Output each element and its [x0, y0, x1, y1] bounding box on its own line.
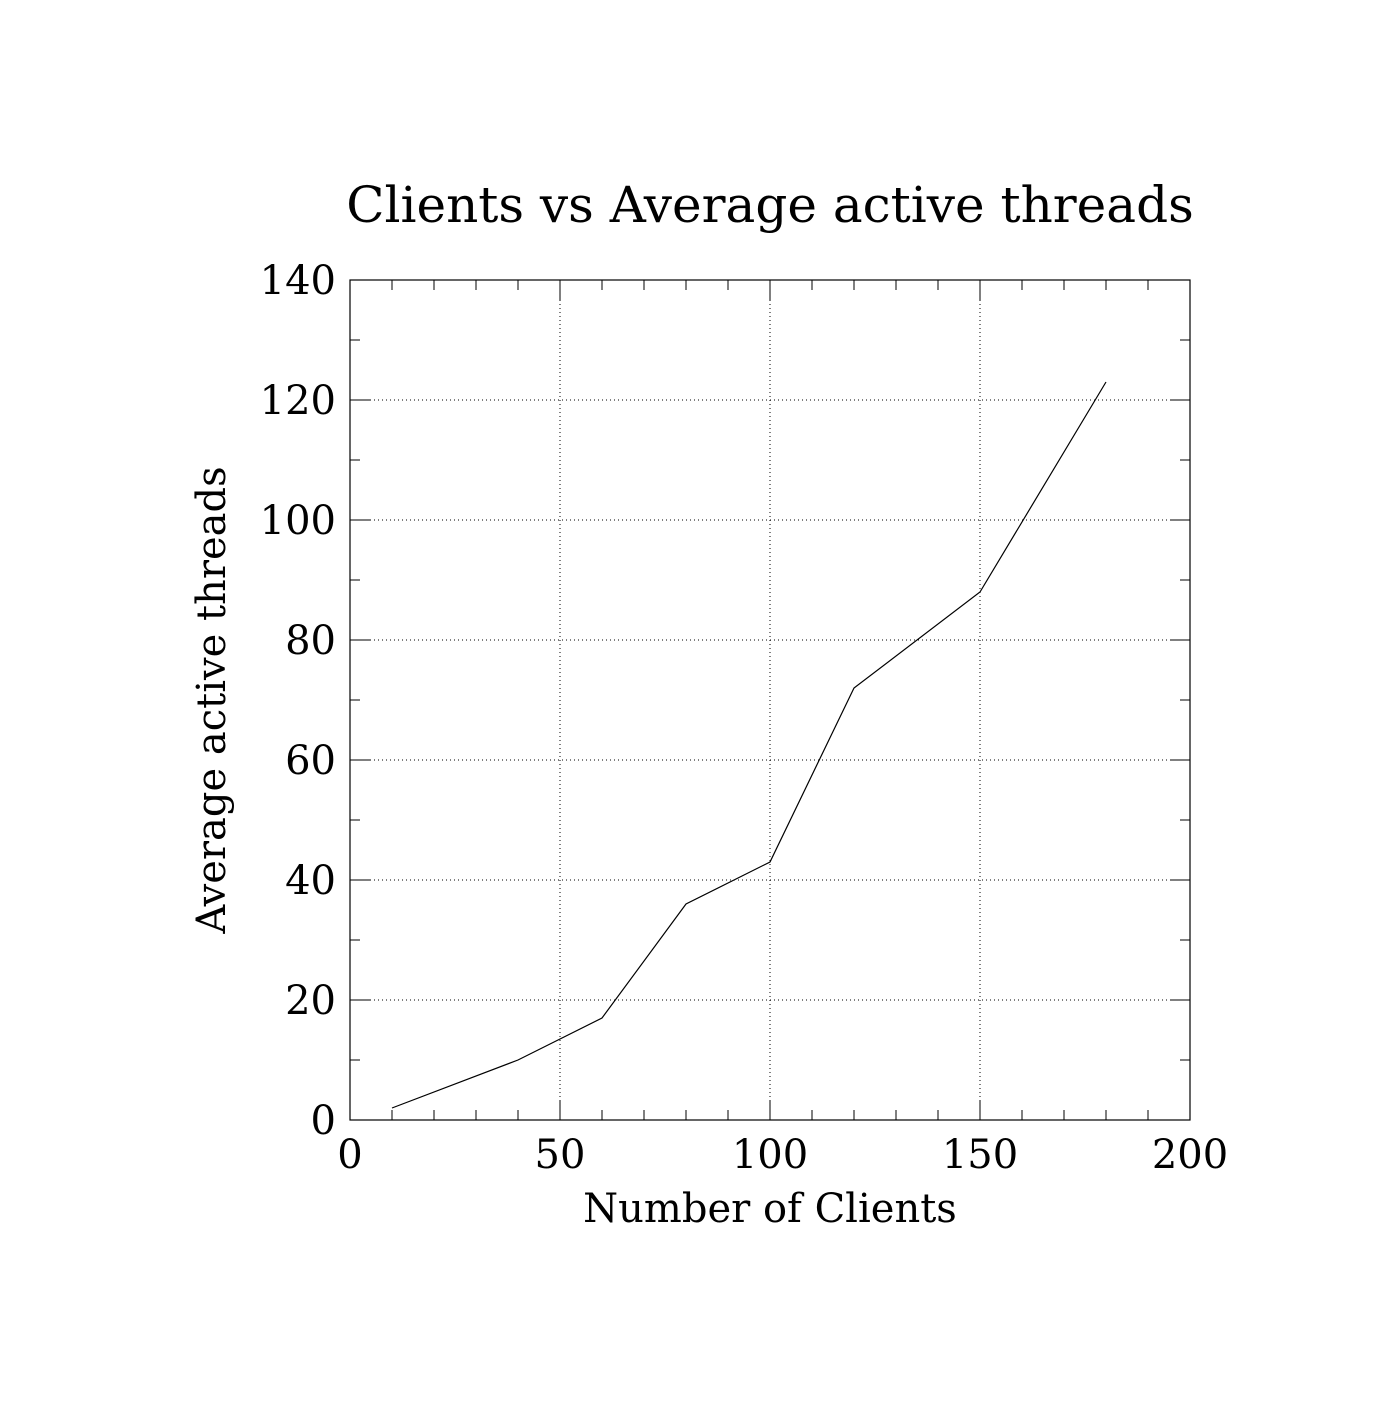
- grid-lines: [350, 280, 1190, 1120]
- series-line-0: [391, 381, 1107, 1109]
- x-tick-labels: 0 50 100 150 200: [337, 1132, 1228, 1178]
- x-tick-label-4: 200: [1152, 1132, 1228, 1178]
- y-tick-label-0: 0: [311, 1098, 336, 1144]
- y-tick-label-4: 80: [285, 618, 336, 664]
- x-tick-label-2: 100: [732, 1132, 808, 1178]
- chart-title: Clients vs Average active threads: [346, 176, 1194, 234]
- y-tick-label-7: 140: [260, 258, 336, 304]
- x-tick-label-0: 0: [337, 1132, 362, 1178]
- y-tick-label-6: 120: [260, 378, 336, 424]
- y-tick-label-1: 20: [285, 978, 336, 1024]
- y-tick-label-2: 40: [285, 858, 336, 904]
- y-tick-labels: 0 20 40 60 80 100 120 140: [260, 258, 336, 1144]
- series-layer: [391, 381, 1107, 1109]
- x-tick-label-3: 150: [942, 1132, 1018, 1178]
- y-tick-label-3: 60: [285, 738, 336, 784]
- plot-frame: [349, 279, 1191, 1121]
- x-axis-label: Number of Clients: [583, 1186, 957, 1232]
- y-tick-label-5: 100: [260, 498, 336, 544]
- x-tick-label-1: 50: [535, 1132, 586, 1178]
- y-axis-label: Average active threads: [189, 466, 235, 934]
